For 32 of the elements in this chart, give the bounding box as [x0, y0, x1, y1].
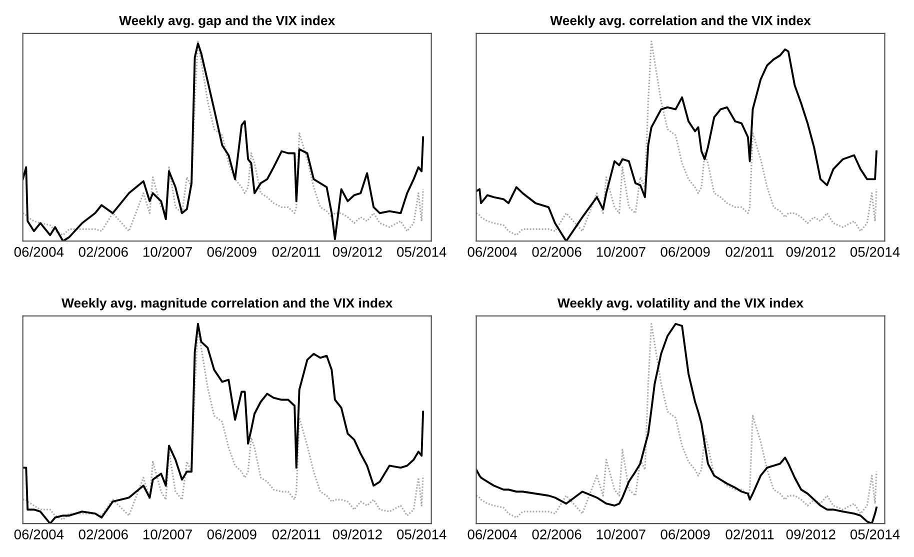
x-tick-label: 10/2007	[596, 529, 646, 540]
x-tick-label: 02/2006	[532, 246, 582, 257]
x-tick-label: 05/2014	[850, 529, 900, 540]
x-tick-label: 05/2014	[397, 529, 446, 540]
x-tick-label: 05/2014	[850, 246, 900, 257]
x-tick-label: 02/2011	[272, 246, 320, 257]
chart-title: Weekly avg. volatility and the VIX index	[557, 298, 804, 310]
x-tick-label: 06/2009	[660, 246, 710, 257]
x-tick-label: 06/2009	[207, 246, 256, 257]
x-tick-label: 06/2004	[468, 529, 518, 540]
x-tick-label: 06/2004	[468, 246, 518, 257]
x-tick-label: 10/2007	[596, 246, 646, 257]
x-tick-label: 02/2006	[78, 246, 128, 257]
x-tick-label: 10/2007	[143, 246, 192, 257]
x-tick-label: 02/2011	[272, 529, 320, 540]
x-tick-label: 05/2014	[397, 246, 446, 257]
x-tick-label: 02/2006	[78, 529, 128, 540]
x-tick-label: 02/2006	[532, 529, 582, 540]
chart-title: Weekly avg. gap and the VIX index	[119, 16, 336, 28]
x-tick-label: 10/2007	[143, 529, 192, 540]
chart-title: Weekly avg. correlation and the VIX index	[550, 16, 811, 28]
x-tick-label: 06/2009	[660, 529, 710, 540]
x-tick-label: 09/2012	[786, 529, 836, 540]
x-tick-label: 09/2012	[332, 246, 382, 257]
x-tick-label: 06/2009	[207, 529, 256, 540]
x-tick-label: 02/2011	[726, 529, 774, 540]
x-tick-label: 06/2004	[14, 246, 64, 257]
chart-title: Weekly avg. magnitude correlation and the VIX index	[62, 298, 393, 310]
x-tick-label: 02/2011	[726, 246, 774, 257]
x-tick-label: 09/2012	[332, 529, 382, 540]
x-tick-label: 09/2012	[786, 246, 836, 257]
x-tick-label: 06/2004	[14, 529, 64, 540]
